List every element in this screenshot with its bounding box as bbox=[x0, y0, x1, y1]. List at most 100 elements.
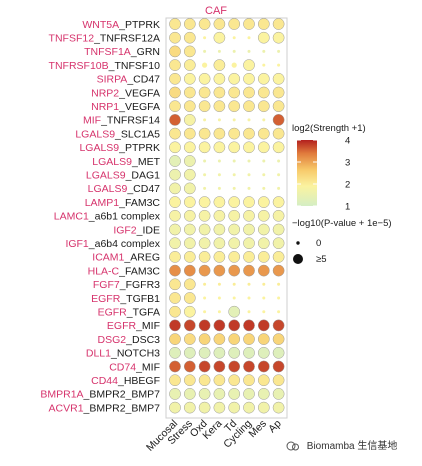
row-ligand: SIRPA bbox=[97, 74, 128, 86]
bubble-point bbox=[257, 237, 270, 250]
row-ligand: ICAM1 bbox=[92, 252, 124, 264]
bubble-point bbox=[262, 282, 266, 286]
bubble-point bbox=[272, 264, 285, 277]
row-ligand: LGALS9 bbox=[79, 142, 119, 154]
row-ligand: LGALS9 bbox=[92, 156, 132, 168]
bubble-point bbox=[243, 401, 255, 414]
size-legend-dot-small bbox=[296, 241, 300, 245]
bubble-point bbox=[198, 319, 211, 332]
bubble-point bbox=[232, 49, 236, 53]
row-ligand: IGF2 bbox=[113, 224, 136, 236]
row-label: LGALS9_MET bbox=[92, 156, 160, 168]
row-receptor: _CD47 bbox=[126, 183, 160, 195]
bubble-point bbox=[169, 209, 181, 222]
bubble-point bbox=[183, 100, 196, 113]
bubble-point bbox=[272, 388, 285, 400]
row-ligand: LAMP1 bbox=[85, 197, 120, 209]
bubble-point bbox=[183, 45, 196, 58]
bubble-point bbox=[217, 186, 221, 190]
bubble-point bbox=[169, 251, 181, 263]
bubble-point bbox=[183, 333, 196, 345]
row-receptor: _PTPRK bbox=[118, 142, 160, 154]
bubble-point bbox=[183, 72, 196, 85]
bubble-point bbox=[243, 374, 255, 387]
bubble-point bbox=[198, 127, 211, 140]
row-receptor: _MIF bbox=[135, 361, 160, 373]
bubble-point bbox=[228, 374, 241, 387]
bubble-point bbox=[277, 159, 281, 163]
row-receptor: _PTPRK bbox=[118, 19, 160, 31]
bubble-point bbox=[217, 173, 221, 177]
row-receptor: _a6b4 complex bbox=[88, 238, 161, 250]
row-receptor: _a6b1 complex bbox=[88, 211, 161, 223]
bubble-point bbox=[183, 31, 196, 44]
bubble-point bbox=[169, 305, 181, 318]
bubble-point bbox=[262, 173, 266, 177]
bubble-point bbox=[183, 388, 196, 400]
row-label: EGFR_MIF bbox=[107, 320, 160, 332]
row-ligand: LAMC1 bbox=[54, 211, 89, 223]
bubble-point bbox=[203, 49, 207, 53]
panel-title: CAF bbox=[205, 5, 227, 17]
row-receptor: _IDE bbox=[136, 224, 160, 236]
bubble-point bbox=[272, 333, 285, 345]
column-label: Mes bbox=[246, 418, 269, 441]
row-label: EGFR_TGFB1 bbox=[91, 293, 160, 305]
bubble-point bbox=[228, 100, 241, 113]
row-receptor: _TNFSF10 bbox=[108, 60, 161, 72]
bubble-point bbox=[202, 62, 208, 68]
size-legend: −log10(P-value + 1e−5) 0 ≥5 bbox=[292, 218, 392, 265]
row-label: DLL1_NOTCH3 bbox=[86, 348, 160, 360]
bubble-point bbox=[169, 45, 181, 58]
row-label: CD74_MIF bbox=[109, 361, 160, 373]
row-receptor: _CD47 bbox=[126, 74, 160, 86]
bubble-point bbox=[257, 18, 270, 30]
row-ligand: CD74 bbox=[109, 361, 136, 373]
bubble-point bbox=[213, 18, 226, 30]
bubble-point bbox=[243, 196, 255, 208]
bubble-point bbox=[198, 86, 211, 99]
bubble-point bbox=[183, 346, 196, 359]
row-label: IGF1_a6b4 complex bbox=[65, 238, 160, 250]
bubble-point bbox=[183, 59, 196, 71]
bubble-point bbox=[228, 388, 241, 400]
row-ligand: LGALS9 bbox=[75, 128, 115, 140]
bubble-point bbox=[257, 388, 270, 400]
bubble-point bbox=[243, 388, 255, 400]
bubble-point bbox=[243, 360, 255, 373]
row-ligand: EGFR bbox=[107, 320, 137, 332]
bubble-point bbox=[272, 401, 285, 414]
row-label: CD44_HBEGF bbox=[91, 375, 160, 387]
bubble-point bbox=[243, 264, 255, 277]
column-label: Ap bbox=[266, 418, 284, 436]
bubble-point bbox=[169, 168, 181, 181]
bubble-point bbox=[198, 223, 211, 236]
row-ligand: TNFSF1A bbox=[84, 46, 131, 58]
bubble-point bbox=[183, 196, 196, 208]
row-label: LGALS9_CD47 bbox=[88, 183, 161, 195]
bubble-point bbox=[198, 237, 211, 250]
bubble-point bbox=[228, 72, 241, 85]
bubble-point bbox=[262, 118, 266, 122]
bubble-point bbox=[203, 282, 207, 286]
row-ligand: BMPR1A bbox=[40, 389, 83, 401]
bubble-point bbox=[169, 155, 181, 167]
row-receptor: _FGFR3 bbox=[119, 279, 160, 291]
bubble-point bbox=[183, 251, 196, 263]
row-ligand: NRP1 bbox=[91, 101, 119, 113]
bubble-point bbox=[243, 319, 255, 332]
bubble-point bbox=[272, 196, 285, 208]
row-label: HLA-C_FAM3C bbox=[88, 265, 161, 277]
row-label: SIRPA_CD47 bbox=[97, 74, 161, 86]
bubble-point bbox=[277, 296, 281, 300]
bubble-point bbox=[257, 72, 270, 85]
bubble-point bbox=[203, 186, 207, 190]
bubble-point bbox=[243, 127, 255, 140]
plot-panel bbox=[165, 17, 288, 419]
bubble-point bbox=[257, 333, 270, 345]
row-receptor: _NOTCH3 bbox=[110, 348, 160, 360]
bubble-point bbox=[198, 141, 211, 154]
bubble-point bbox=[243, 209, 255, 222]
bubble-point bbox=[277, 49, 281, 53]
